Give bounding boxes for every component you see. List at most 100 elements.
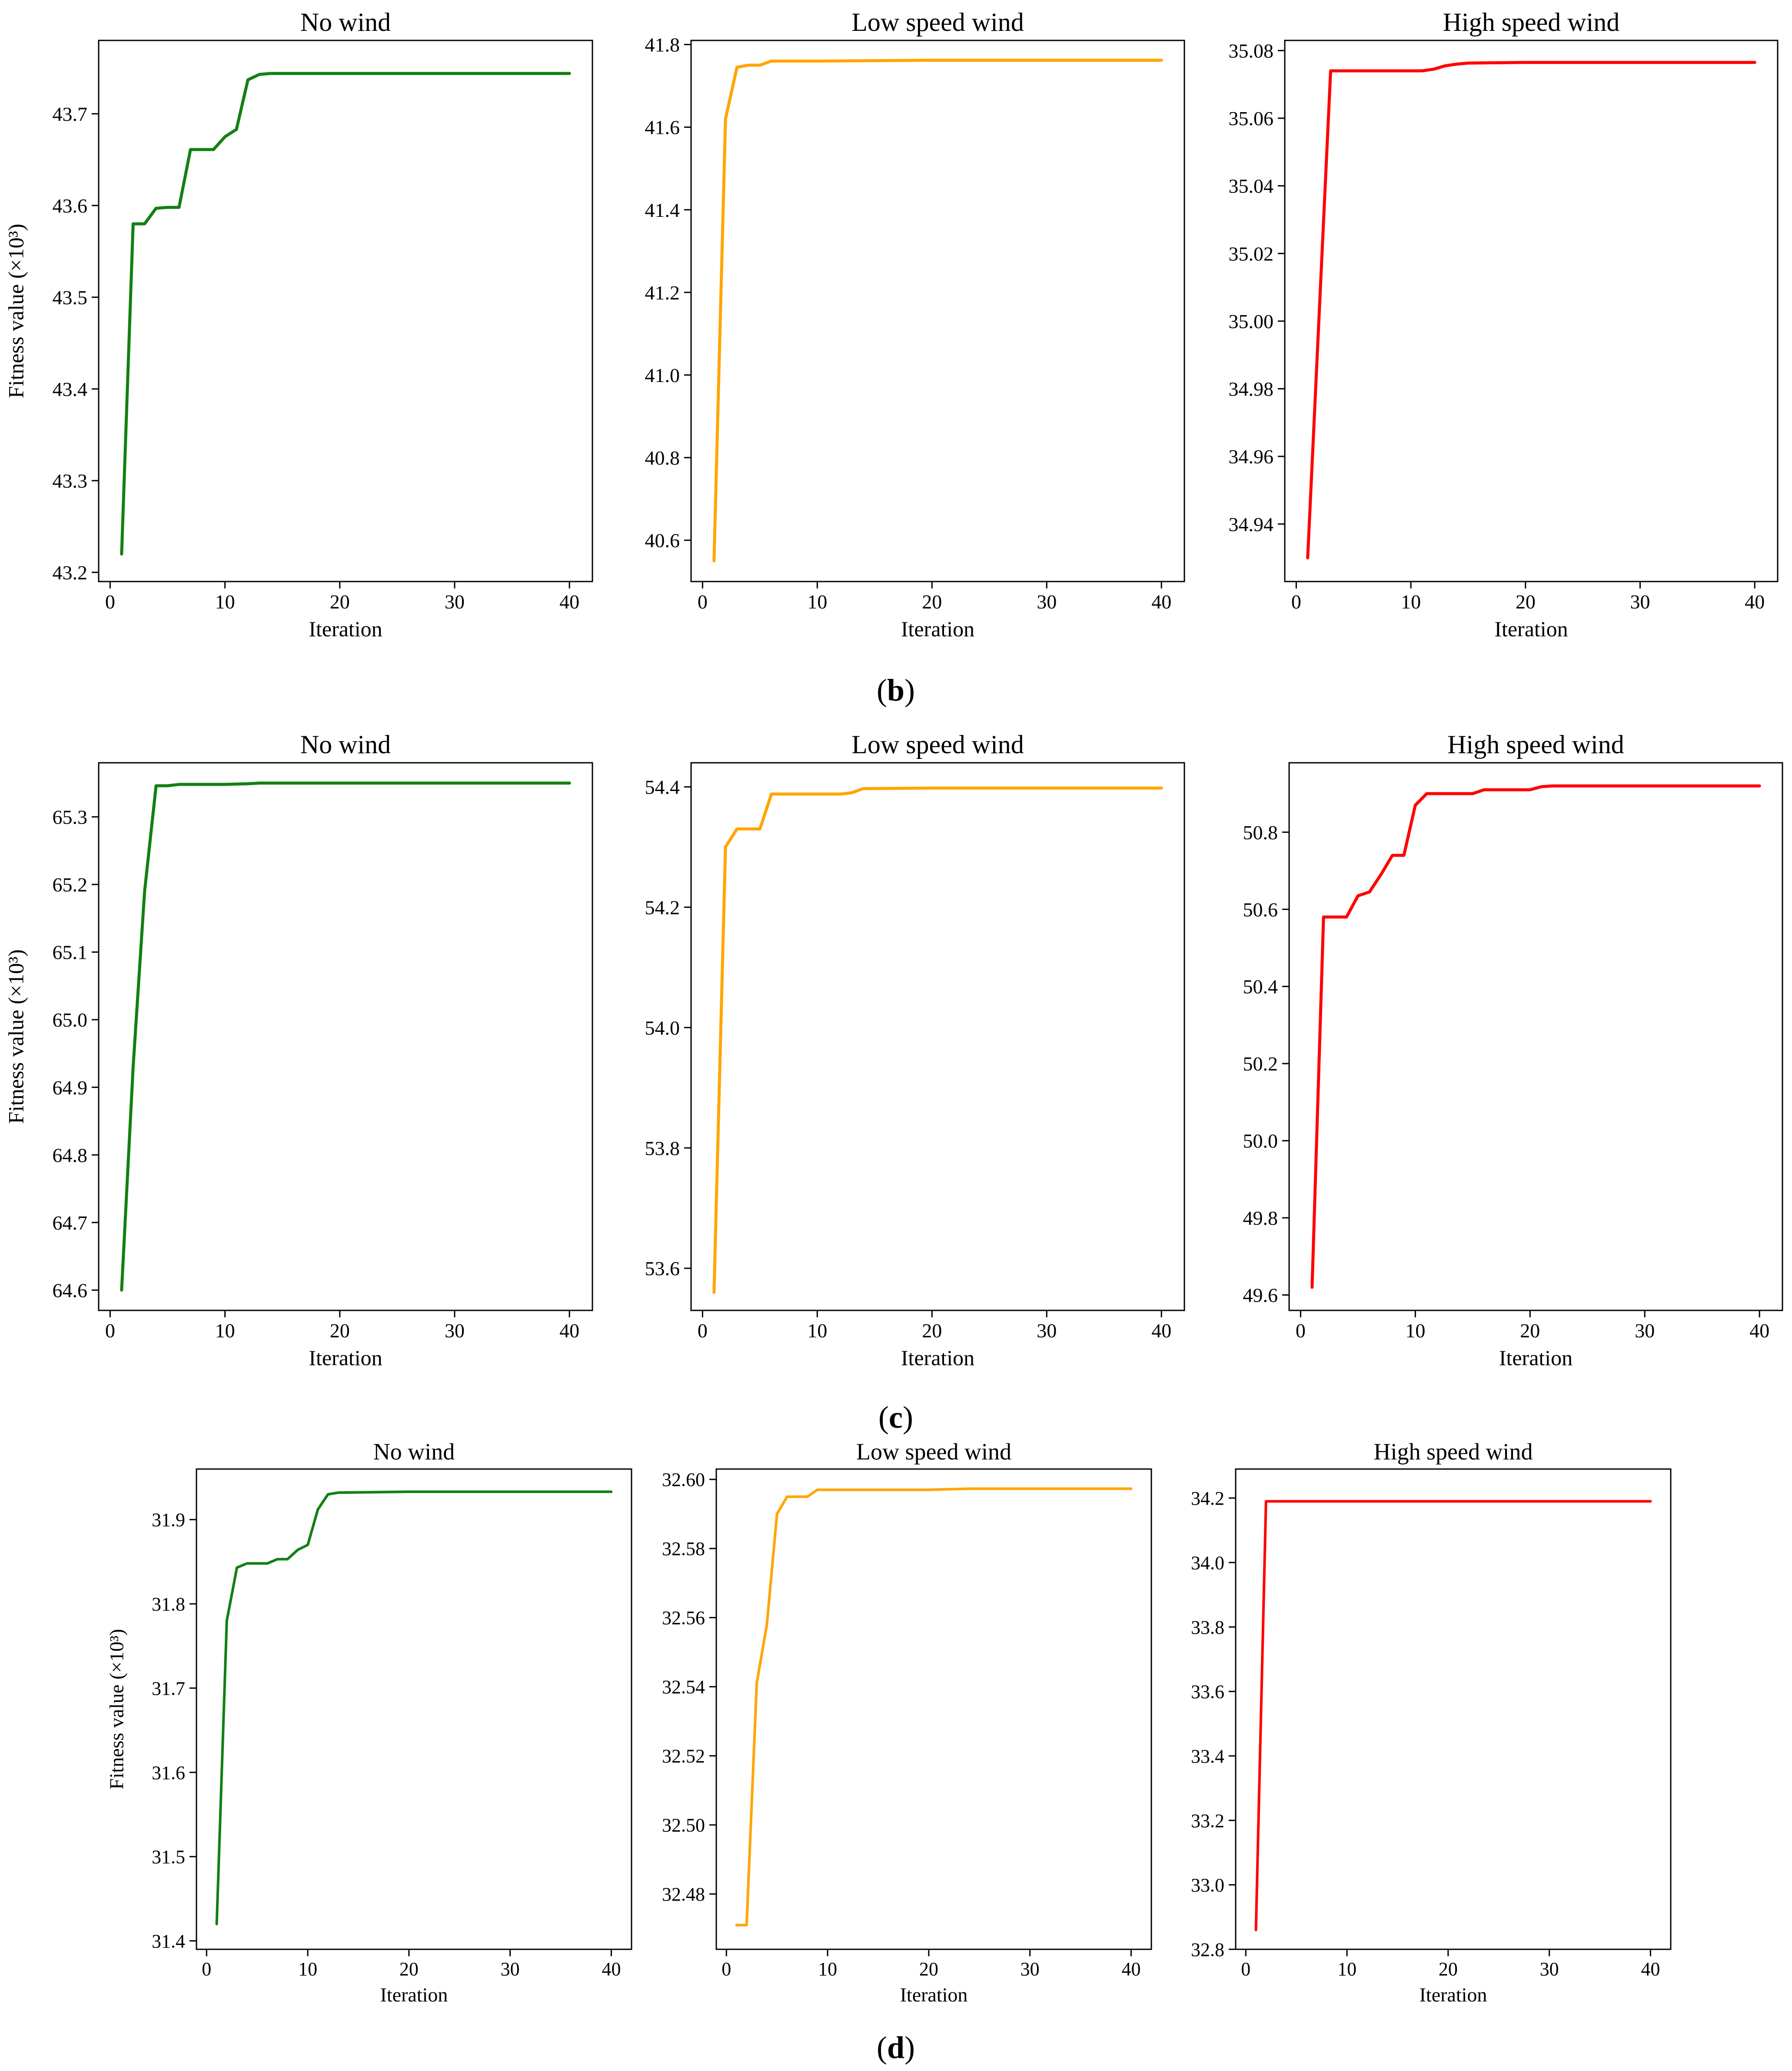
y-tick-label: 64.8 — [53, 1144, 88, 1166]
x-tick-label: 30 — [1540, 1958, 1559, 1980]
x-tick-label: 0 — [105, 1320, 115, 1342]
y-tick-label: 40.6 — [645, 529, 680, 552]
y-tick-label: 34.2 — [1191, 1488, 1224, 1509]
y-tick-label: 65.2 — [53, 874, 88, 896]
y-tick-label: 64.6 — [53, 1279, 88, 1301]
x-tick-label: 40 — [1151, 591, 1171, 613]
plot-frame — [1288, 762, 1783, 1311]
y-tick-label: 53.6 — [645, 1257, 680, 1280]
x-tick-label: 10 — [1401, 591, 1421, 613]
y-tick-label: 54.0 — [645, 1017, 680, 1039]
x-tick-label: 40 — [1745, 591, 1765, 613]
x-tick-label: 20 — [1520, 1320, 1540, 1342]
x-axis-label: Iteration — [1499, 1346, 1573, 1370]
x-tick-label: 10 — [1337, 1958, 1356, 1980]
x-tick-label: 40 — [1151, 1320, 1171, 1342]
y-tick-label: 40.8 — [645, 447, 680, 469]
x-tick-label: 30 — [445, 591, 465, 613]
x-axis-label: Iteration — [1420, 1984, 1487, 2006]
y-tick-label: 50.4 — [1243, 976, 1278, 998]
row-caption-c: (c) — [878, 1400, 913, 1435]
y-tick-label: 32.48 — [662, 1884, 705, 1905]
y-tick-label: 32.58 — [662, 1538, 705, 1559]
series-line — [1306, 61, 1756, 559]
y-tick-label: 65.0 — [53, 1009, 88, 1031]
row-caption-d: (d) — [877, 2030, 915, 2065]
x-tick-label: 0 — [698, 591, 708, 613]
y-tick-label: 54.4 — [645, 776, 680, 798]
y-tick-label: 54.2 — [645, 896, 680, 918]
y-tick-label: 33.8 — [1191, 1617, 1224, 1638]
x-axis-label: Iteration — [900, 1984, 968, 2006]
chart-7: No wind 0 10 20 30 40 Iteration 31.4 31.5 31.6 31.… — [106, 1439, 632, 2006]
series-line — [215, 1490, 613, 1925]
chart-title: Low speed wind — [856, 1439, 1011, 1465]
y-tick-label: 43.3 — [53, 470, 88, 492]
x-tick-label: 30 — [501, 1958, 520, 1980]
chart-title: Low speed wind — [851, 8, 1024, 37]
x-tick-label: 20 — [399, 1958, 419, 1980]
y-tick-label: 41.8 — [645, 34, 680, 56]
x-tick-label: 20 — [330, 1320, 350, 1342]
x-tick-label: 10 — [1405, 1320, 1425, 1342]
series-line — [1310, 784, 1761, 1289]
chart-3: High speed wind 0 10 20 30 40 Iteration 34.94 34… — [1229, 8, 1779, 641]
y-tick-label: 50.0 — [1243, 1130, 1278, 1152]
x-axis-label: Iteration — [380, 1984, 448, 2006]
chart-4: No wind 0 10 20 30 40 Iteration 64.6 64.7 64.8 64.… — [3, 730, 593, 1370]
plot-frame — [715, 1468, 1152, 1950]
y-tick-label: 41.4 — [645, 199, 680, 221]
plot-frame — [98, 40, 593, 582]
x-tick-label: 0 — [202, 1958, 211, 1980]
plot-frame — [196, 1468, 632, 1950]
plot-frame — [1235, 1468, 1672, 1950]
plot-frame — [690, 40, 1185, 582]
y-tick-label: 64.9 — [53, 1077, 88, 1099]
y-tick-label: 31.4 — [152, 1931, 185, 1952]
y-tick-label: 43.2 — [53, 562, 88, 584]
x-axis-label: Iteration — [901, 1346, 974, 1370]
y-tick-label: 64.7 — [53, 1212, 88, 1234]
y-tick-label: 31.8 — [152, 1594, 185, 1615]
y-tick-label: 41.0 — [645, 364, 680, 386]
y-tick-label: 35.02 — [1229, 243, 1274, 265]
y-tick-label: 33.4 — [1191, 1745, 1224, 1767]
x-tick-label: 20 — [922, 591, 942, 613]
x-tick-label: 0 — [105, 591, 115, 613]
series-line — [120, 72, 571, 556]
y-tick-label: 35.04 — [1229, 175, 1274, 197]
x-tick-label: 30 — [1635, 1320, 1655, 1342]
x-tick-label: 30 — [1037, 1320, 1057, 1342]
chart-title: No wind — [300, 8, 391, 37]
x-tick-label: 20 — [919, 1958, 938, 1980]
y-tick-label: 32.52 — [662, 1745, 705, 1767]
series-line — [712, 59, 1163, 562]
y-tick-label: 31.9 — [152, 1509, 185, 1531]
y-tick-label: 35.08 — [1229, 40, 1274, 62]
x-tick-label: 20 — [330, 591, 350, 613]
x-tick-label: 10 — [818, 1958, 837, 1980]
chart-5: Low speed wind 0 10 20 30 40 Iteration 53.6 53.8… — [645, 730, 1185, 1370]
x-axis-label: Iteration — [901, 617, 974, 641]
y-tick-label: 43.6 — [53, 195, 88, 217]
x-tick-label: 40 — [559, 591, 579, 613]
y-tick-label: 41.2 — [645, 282, 680, 304]
x-tick-label: 0 — [1241, 1958, 1250, 1980]
y-tick-label: 32.8 — [1191, 1939, 1224, 1960]
y-tick-label: 34.94 — [1229, 513, 1274, 535]
x-tick-label: 30 — [445, 1320, 465, 1342]
chart-title: High speed wind — [1447, 730, 1624, 759]
x-tick-label: 30 — [1037, 591, 1057, 613]
x-axis-label: Iteration — [1494, 617, 1568, 641]
y-tick-label: 34.96 — [1229, 445, 1274, 468]
chart-title: No wind — [373, 1439, 455, 1465]
y-tick-label: 32.50 — [662, 1815, 705, 1836]
y-tick-label: 65.3 — [53, 806, 88, 828]
x-tick-label: 0 — [698, 1320, 708, 1342]
chart-2: Low speed wind 0 10 20 30 40 Iteration 40.6 40.8… — [645, 8, 1185, 641]
y-tick-label: 50.2 — [1243, 1053, 1278, 1075]
x-tick-label: 40 — [1749, 1320, 1769, 1342]
x-tick-label: 30 — [1630, 591, 1650, 613]
y-tick-label: 34.0 — [1191, 1552, 1224, 1573]
